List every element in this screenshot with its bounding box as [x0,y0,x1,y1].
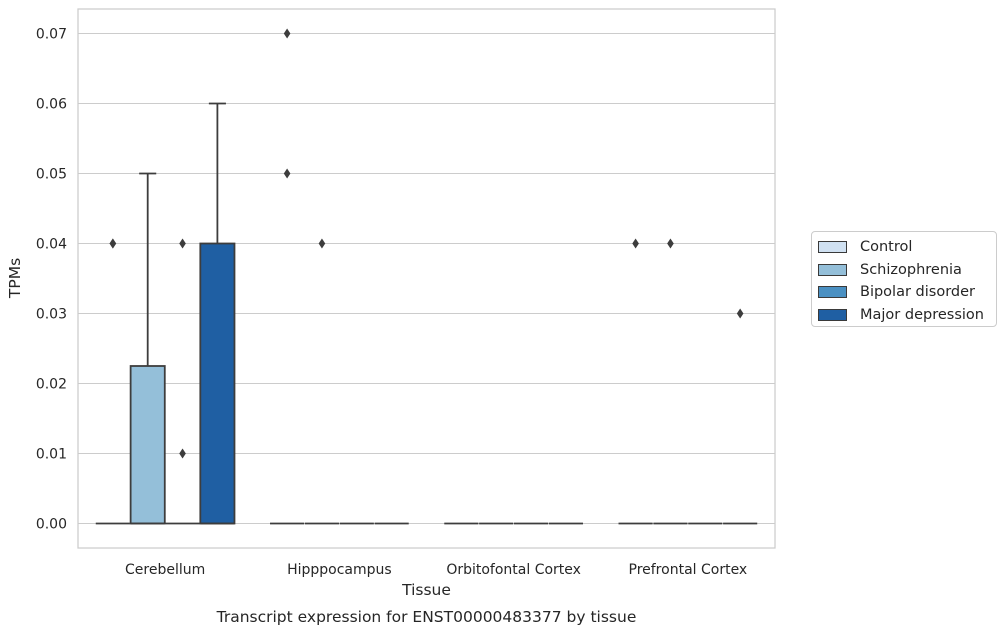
y-tick-label: 0.04 [36,237,67,253]
y-tick-label: 0.00 [36,517,67,533]
legend-item: Major depression [818,304,996,327]
x-tick-label: Prefrontal Cortex [629,562,748,578]
x-axis-label: Tissue [401,581,451,599]
legend-item: Control [818,236,996,259]
legend-swatch [818,263,847,276]
legend-item: Bipolar disorder [818,281,996,304]
y-axis-label: TPMs [6,258,24,299]
x-tick-label: Cerebellum [125,562,205,578]
y-tick-label: 0.07 [36,27,67,43]
y-tick-label: 0.06 [36,97,67,113]
legend-label: Schizophrenia [860,261,962,278]
chart-title: Transcript expression for ENST0000048337… [216,608,637,626]
outlier-point [179,448,186,459]
box-marks [95,28,758,525]
outlier-point [667,238,674,249]
outlier-point [179,238,186,249]
legend-label: Control [860,239,913,256]
outlier-point [109,238,117,249]
y-tick-label: 0.01 [36,447,67,463]
outlier-point [283,28,291,39]
outlier-point [318,238,326,249]
y-tick-labels: 0.00 0.01 0.02 0.03 0.04 0.05 0.06 0.07 [36,27,67,533]
box [129,365,166,525]
x-tick-label: Hipppocampus [287,562,392,578]
x-tick-label: Orbitofontal Cortex [446,562,581,578]
gridlines [78,32,775,525]
plot-frame [77,8,776,549]
y-tick-label: 0.05 [36,167,67,183]
outlier-point [632,238,639,249]
legend-swatch [818,241,847,254]
legend-label: Bipolar disorder [860,284,975,301]
legend-swatch [818,286,847,299]
legend-label: Major depression [860,306,984,323]
y-tick-label: 0.02 [36,377,67,393]
x-tick-labels: Cerebellum Hipppocampus Orbitofontal Corte… [125,562,747,578]
legend: Control Schizophrenia Bipolar disorder Majo… [811,231,997,327]
legend-swatch [818,308,847,321]
outlier-point [283,168,291,179]
legend-item: Schizophrenia [818,259,996,282]
outlier-point [736,308,744,319]
y-tick-label: 0.03 [36,307,67,323]
box [199,242,236,525]
